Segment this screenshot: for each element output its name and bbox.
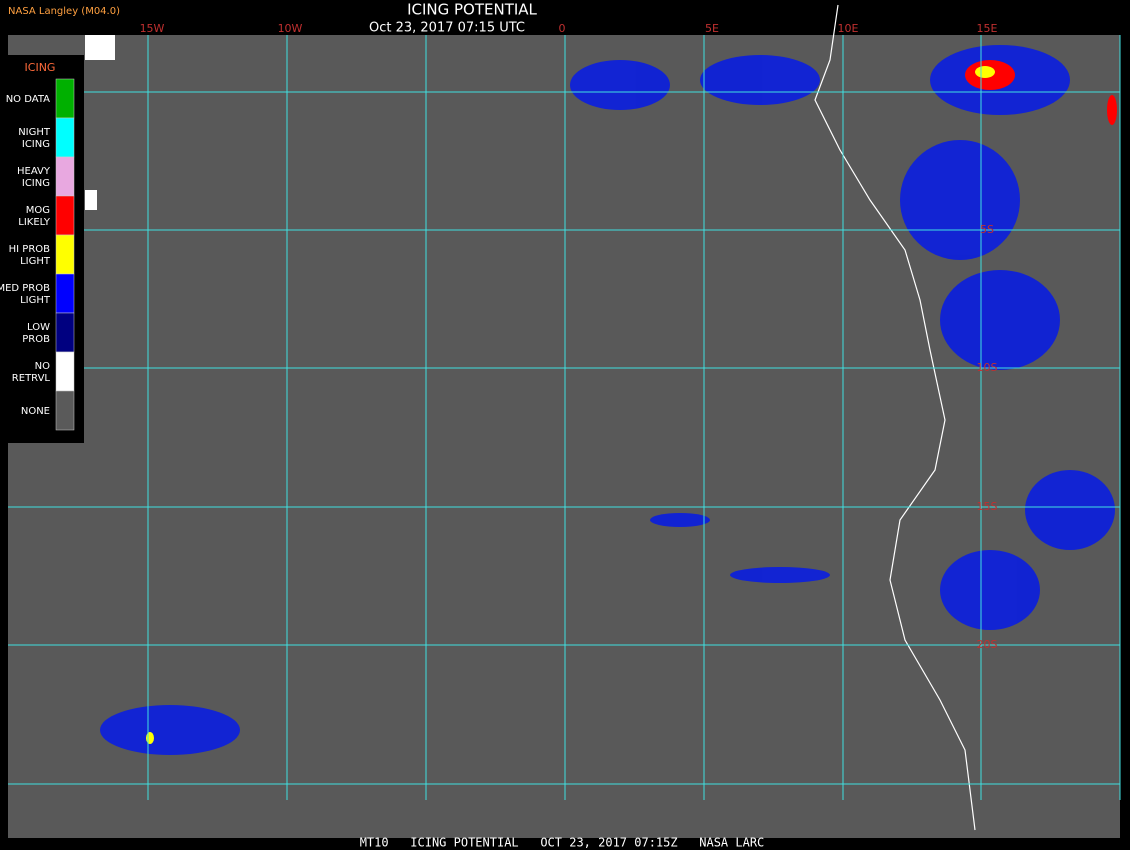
- legend-label: ICING: [22, 139, 50, 150]
- legend-swatch: [55, 234, 75, 275]
- legend-swatch: [55, 78, 75, 119]
- legend-swatch: [55, 351, 75, 392]
- lon-label: 15W: [140, 22, 165, 35]
- legend-swatch: [55, 117, 75, 158]
- legend-title: ICING: [25, 61, 56, 74]
- lat-label: 5S: [980, 223, 994, 236]
- legend-swatch: [55, 195, 75, 236]
- legend-label: LOW: [27, 322, 50, 333]
- legend-label: LIGHT: [20, 256, 51, 267]
- legend-label: NONE: [21, 406, 50, 417]
- lat-label: 15S: [977, 500, 998, 513]
- legend-label: NO DATA: [6, 94, 50, 105]
- legend-swatch: [55, 312, 75, 353]
- legend-label: HI PROB: [9, 244, 50, 255]
- icing-spots: [146, 60, 1117, 744]
- title: ICING POTENTIAL: [407, 1, 537, 19]
- clear-patches: [85, 35, 115, 210]
- lon-label: 5E: [705, 22, 719, 35]
- legend-label: PROB: [22, 334, 50, 345]
- lon-label: 10E: [838, 22, 859, 35]
- lon-label: 10W: [278, 22, 303, 35]
- datetime: Oct 23, 2017 07:15 UTC: [369, 21, 525, 36]
- legend-label: NO: [35, 361, 50, 372]
- legend-label: HEAVY: [17, 166, 51, 177]
- legend-label: NIGHT: [18, 127, 51, 138]
- legend-label: LIKELY: [18, 217, 51, 228]
- legend-label: MED PROB: [0, 283, 50, 294]
- legend-swatch: [55, 273, 75, 314]
- lat-label: 10S: [977, 361, 998, 374]
- legend-swatch: [55, 156, 75, 197]
- legend-swatch: [55, 390, 75, 431]
- cloud-patches: [100, 45, 1115, 755]
- legend-label: ICING: [22, 178, 50, 189]
- legend-label: LIGHT: [20, 295, 51, 306]
- legend-label: RETRVL: [12, 373, 51, 384]
- coastline: [814, 4, 976, 831]
- lon-label: 0: [559, 22, 566, 35]
- footer-caption: MT10 ICING POTENTIAL OCT 23, 2017 07:15Z…: [360, 836, 765, 850]
- legend-label: MOG: [26, 205, 50, 216]
- lat-label: 20S: [977, 638, 998, 651]
- lon-label: 15E: [977, 22, 998, 35]
- product-label: NASA Langley (M04.0): [8, 6, 120, 17]
